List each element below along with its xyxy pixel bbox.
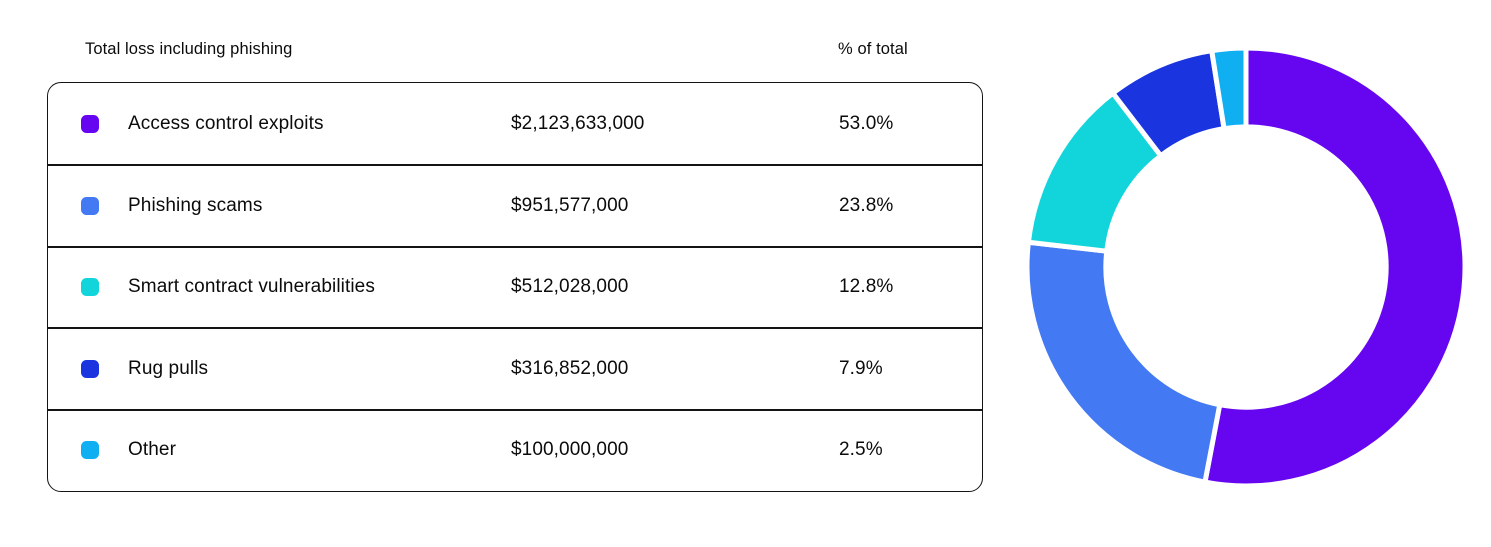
table-row: Smart contract vulnerabilities $512,028,…: [48, 245, 982, 327]
color-swatch-icon: [81, 359, 99, 378]
column-header-pct-of-total: % of total: [838, 40, 908, 58]
color-swatch-icon: [81, 114, 99, 133]
table-row: Access control exploits $2,123,633,000 5…: [48, 83, 982, 164]
row-label: Access control exploits: [128, 112, 324, 134]
donut-segment-other: [1209, 45, 1249, 132]
donut-chart-container: [1020, 41, 1472, 493]
row-percent: 7.9%: [839, 357, 883, 379]
color-swatch-icon: [81, 197, 99, 216]
row-value: $2,123,633,000: [511, 112, 645, 134]
row-value: $512,028,000: [511, 276, 629, 298]
row-label: Smart contract vulnerabilities: [128, 276, 375, 298]
donut-segment-phishing-scams: [1024, 239, 1223, 485]
row-value: $100,000,000: [511, 439, 629, 461]
color-swatch-icon: [81, 441, 99, 460]
row-value: $316,852,000: [511, 357, 629, 379]
row-label: Other: [128, 439, 177, 461]
row-percent: 23.8%: [839, 195, 894, 217]
donut-chart: [1024, 45, 1468, 489]
row-percent: 12.8%: [839, 276, 894, 298]
row-label: Rug pulls: [128, 357, 209, 379]
loss-table: Access control exploits $2,123,633,000 5…: [47, 82, 983, 492]
table-row: Phishing scams $951,577,000 23.8%: [48, 164, 982, 245]
table-row: Rug pulls $316,852,000 7.9%: [48, 327, 982, 408]
column-header-total-loss: Total loss including phishing: [85, 40, 293, 58]
table-row: Other $100,000,000 2.5%: [48, 408, 982, 490]
row-percent: 53.0%: [839, 112, 894, 134]
row-label: Phishing scams: [128, 195, 263, 217]
row-value: $951,577,000: [511, 195, 629, 217]
row-percent: 2.5%: [839, 439, 883, 461]
color-swatch-icon: [81, 278, 99, 297]
donut-segment-access-control-exploits: [1202, 45, 1468, 489]
